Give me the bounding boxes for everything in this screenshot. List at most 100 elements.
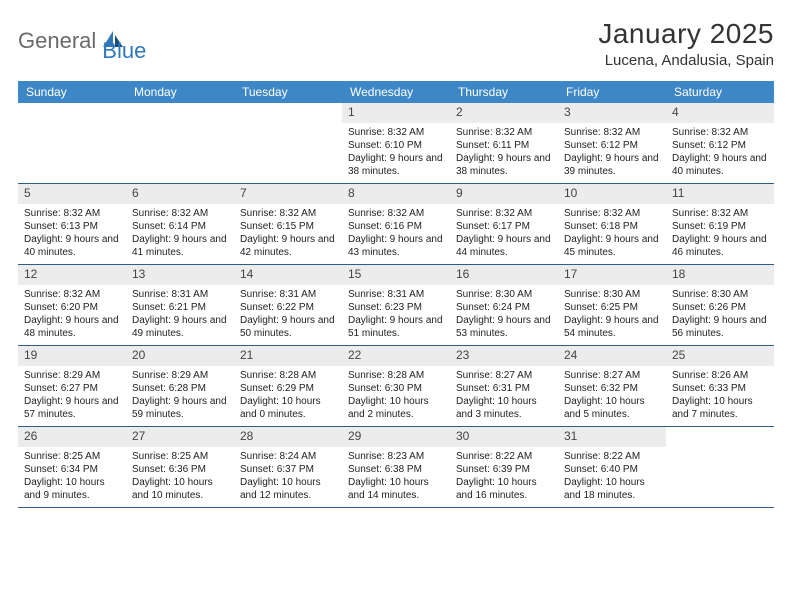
sunset-text: Sunset: 6:40 PM xyxy=(564,463,660,476)
day-cell: 3Sunrise: 8:32 AMSunset: 6:12 PMDaylight… xyxy=(558,103,666,183)
daylight-text: Daylight: 9 hours and 38 minutes. xyxy=(348,152,444,178)
daylight-text: Daylight: 9 hours and 39 minutes. xyxy=(564,152,660,178)
sunset-text: Sunset: 6:22 PM xyxy=(240,301,336,314)
day-number: 18 xyxy=(666,265,774,285)
day-cell: 20Sunrise: 8:29 AMSunset: 6:28 PMDayligh… xyxy=(126,346,234,426)
daylight-text: Daylight: 9 hours and 42 minutes. xyxy=(240,233,336,259)
day-number: 19 xyxy=(18,346,126,366)
day-cell xyxy=(126,103,234,183)
day-cell: 22Sunrise: 8:28 AMSunset: 6:30 PMDayligh… xyxy=(342,346,450,426)
sunset-text: Sunset: 6:28 PM xyxy=(132,382,228,395)
sunset-text: Sunset: 6:26 PM xyxy=(672,301,768,314)
day-cell: 8Sunrise: 8:32 AMSunset: 6:16 PMDaylight… xyxy=(342,184,450,264)
day-cell: 21Sunrise: 8:28 AMSunset: 6:29 PMDayligh… xyxy=(234,346,342,426)
day-number: 16 xyxy=(450,265,558,285)
sunrise-text: Sunrise: 8:29 AM xyxy=(24,369,120,382)
daylight-text: Daylight: 9 hours and 53 minutes. xyxy=(456,314,552,340)
daylight-text: Daylight: 9 hours and 43 minutes. xyxy=(348,233,444,259)
week-row: 26Sunrise: 8:25 AMSunset: 6:34 PMDayligh… xyxy=(18,427,774,508)
sunrise-text: Sunrise: 8:32 AM xyxy=(348,126,444,139)
day-info: Sunrise: 8:25 AMSunset: 6:36 PMDaylight:… xyxy=(126,447,234,506)
sunrise-text: Sunrise: 8:28 AM xyxy=(240,369,336,382)
day-number: 12 xyxy=(18,265,126,285)
day-cell: 19Sunrise: 8:29 AMSunset: 6:27 PMDayligh… xyxy=(18,346,126,426)
day-cell xyxy=(234,103,342,183)
sunrise-text: Sunrise: 8:27 AM xyxy=(456,369,552,382)
day-cell: 27Sunrise: 8:25 AMSunset: 6:36 PMDayligh… xyxy=(126,427,234,507)
sunset-text: Sunset: 6:12 PM xyxy=(564,139,660,152)
day-number: 20 xyxy=(126,346,234,366)
day-info: Sunrise: 8:29 AMSunset: 6:27 PMDaylight:… xyxy=(18,366,126,425)
calendar: Sunday Monday Tuesday Wednesday Thursday… xyxy=(18,81,774,508)
day-cell: 26Sunrise: 8:25 AMSunset: 6:34 PMDayligh… xyxy=(18,427,126,507)
day-info: Sunrise: 8:30 AMSunset: 6:26 PMDaylight:… xyxy=(666,285,774,344)
day-info: Sunrise: 8:32 AMSunset: 6:12 PMDaylight:… xyxy=(666,123,774,182)
sunrise-text: Sunrise: 8:30 AM xyxy=(564,288,660,301)
day-info: Sunrise: 8:28 AMSunset: 6:30 PMDaylight:… xyxy=(342,366,450,425)
daylight-text: Daylight: 10 hours and 9 minutes. xyxy=(24,476,120,502)
weekday-header: Thursday xyxy=(450,81,558,103)
sunset-text: Sunset: 6:15 PM xyxy=(240,220,336,233)
daylight-text: Daylight: 10 hours and 18 minutes. xyxy=(564,476,660,502)
daylight-text: Daylight: 10 hours and 7 minutes. xyxy=(672,395,768,421)
day-number: 15 xyxy=(342,265,450,285)
daylight-text: Daylight: 9 hours and 41 minutes. xyxy=(132,233,228,259)
sunrise-text: Sunrise: 8:32 AM xyxy=(564,207,660,220)
day-cell xyxy=(18,103,126,183)
day-info: Sunrise: 8:32 AMSunset: 6:13 PMDaylight:… xyxy=(18,204,126,263)
day-info: Sunrise: 8:32 AMSunset: 6:14 PMDaylight:… xyxy=(126,204,234,263)
location: Lucena, Andalusia, Spain xyxy=(598,52,774,69)
day-number: 1 xyxy=(342,103,450,123)
sunrise-text: Sunrise: 8:25 AM xyxy=(24,450,120,463)
sunset-text: Sunset: 6:30 PM xyxy=(348,382,444,395)
sunrise-text: Sunrise: 8:32 AM xyxy=(672,207,768,220)
day-number: 25 xyxy=(666,346,774,366)
sunset-text: Sunset: 6:12 PM xyxy=(672,139,768,152)
weekday-header: Wednesday xyxy=(342,81,450,103)
daylight-text: Daylight: 10 hours and 5 minutes. xyxy=(564,395,660,421)
day-number: 27 xyxy=(126,427,234,447)
day-number: 23 xyxy=(450,346,558,366)
sunset-text: Sunset: 6:29 PM xyxy=(240,382,336,395)
day-number: 7 xyxy=(234,184,342,204)
day-number: 10 xyxy=(558,184,666,204)
day-info: Sunrise: 8:27 AMSunset: 6:32 PMDaylight:… xyxy=(558,366,666,425)
day-cell: 12Sunrise: 8:32 AMSunset: 6:20 PMDayligh… xyxy=(18,265,126,345)
daylight-text: Daylight: 9 hours and 45 minutes. xyxy=(564,233,660,259)
day-info: Sunrise: 8:32 AMSunset: 6:18 PMDaylight:… xyxy=(558,204,666,263)
day-number xyxy=(234,103,342,123)
daylight-text: Daylight: 9 hours and 46 minutes. xyxy=(672,233,768,259)
sunset-text: Sunset: 6:21 PM xyxy=(132,301,228,314)
sunset-text: Sunset: 6:33 PM xyxy=(672,382,768,395)
sunset-text: Sunset: 6:10 PM xyxy=(348,139,444,152)
sunrise-text: Sunrise: 8:32 AM xyxy=(672,126,768,139)
day-number: 24 xyxy=(558,346,666,366)
day-number: 9 xyxy=(450,184,558,204)
sunset-text: Sunset: 6:38 PM xyxy=(348,463,444,476)
day-info: Sunrise: 8:32 AMSunset: 6:16 PMDaylight:… xyxy=(342,204,450,263)
daylight-text: Daylight: 10 hours and 3 minutes. xyxy=(456,395,552,421)
day-number: 6 xyxy=(126,184,234,204)
day-cell: 16Sunrise: 8:30 AMSunset: 6:24 PMDayligh… xyxy=(450,265,558,345)
day-info: Sunrise: 8:32 AMSunset: 6:17 PMDaylight:… xyxy=(450,204,558,263)
sunset-text: Sunset: 6:31 PM xyxy=(456,382,552,395)
day-number xyxy=(18,103,126,123)
daylight-text: Daylight: 10 hours and 0 minutes. xyxy=(240,395,336,421)
daylight-text: Daylight: 9 hours and 40 minutes. xyxy=(24,233,120,259)
day-info: Sunrise: 8:30 AMSunset: 6:24 PMDaylight:… xyxy=(450,285,558,344)
week-row: 5Sunrise: 8:32 AMSunset: 6:13 PMDaylight… xyxy=(18,184,774,265)
daylight-text: Daylight: 10 hours and 2 minutes. xyxy=(348,395,444,421)
day-cell: 29Sunrise: 8:23 AMSunset: 6:38 PMDayligh… xyxy=(342,427,450,507)
sunrise-text: Sunrise: 8:22 AM xyxy=(456,450,552,463)
day-cell: 30Sunrise: 8:22 AMSunset: 6:39 PMDayligh… xyxy=(450,427,558,507)
sunset-text: Sunset: 6:25 PM xyxy=(564,301,660,314)
sunrise-text: Sunrise: 8:25 AM xyxy=(132,450,228,463)
daylight-text: Daylight: 9 hours and 38 minutes. xyxy=(456,152,552,178)
daylight-text: Daylight: 10 hours and 14 minutes. xyxy=(348,476,444,502)
weekday-header: Saturday xyxy=(666,81,774,103)
daylight-text: Daylight: 9 hours and 56 minutes. xyxy=(672,314,768,340)
day-number: 13 xyxy=(126,265,234,285)
day-number: 22 xyxy=(342,346,450,366)
day-cell: 10Sunrise: 8:32 AMSunset: 6:18 PMDayligh… xyxy=(558,184,666,264)
sunset-text: Sunset: 6:20 PM xyxy=(24,301,120,314)
